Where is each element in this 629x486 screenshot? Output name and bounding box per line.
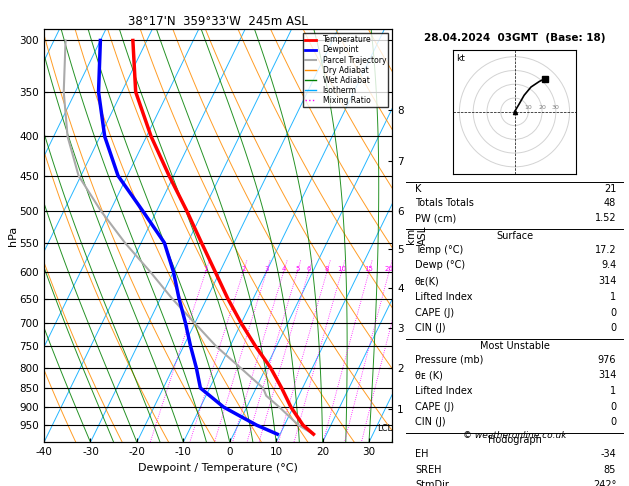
Text: 0: 0 — [610, 402, 616, 412]
Text: CAPE (J): CAPE (J) — [415, 402, 454, 412]
Text: Lifted Index: Lifted Index — [415, 386, 472, 396]
Text: CAPE (J): CAPE (J) — [415, 308, 454, 317]
Text: Pressure (mb): Pressure (mb) — [415, 355, 483, 364]
Text: 21: 21 — [604, 184, 616, 194]
Text: StmDir: StmDir — [415, 480, 449, 486]
Text: 0: 0 — [610, 323, 616, 333]
Text: Dewp (°C): Dewp (°C) — [415, 260, 465, 271]
Text: -34: -34 — [601, 449, 616, 459]
Text: 48: 48 — [604, 198, 616, 208]
Text: 85: 85 — [604, 465, 616, 474]
Text: CIN (J): CIN (J) — [415, 323, 445, 333]
Text: 28.04.2024  03GMT  (Base: 18): 28.04.2024 03GMT (Base: 18) — [424, 34, 605, 43]
Text: 10: 10 — [337, 266, 346, 272]
X-axis label: Dewpoint / Temperature (°C): Dewpoint / Temperature (°C) — [138, 463, 298, 473]
Text: 242°: 242° — [593, 480, 616, 486]
Text: 15: 15 — [365, 266, 374, 272]
Text: 314: 314 — [598, 370, 616, 381]
Legend: Temperature, Dewpoint, Parcel Trajectory, Dry Adiabat, Wet Adiabat, Isotherm, Mi: Temperature, Dewpoint, Parcel Trajectory… — [303, 33, 388, 107]
Text: Hodograph: Hodograph — [487, 435, 542, 445]
Y-axis label: km
ASL: km ASL — [406, 226, 428, 245]
Text: 9.4: 9.4 — [601, 260, 616, 271]
Text: 976: 976 — [598, 355, 616, 364]
Text: 6: 6 — [306, 266, 311, 272]
Text: 3: 3 — [264, 266, 269, 272]
Text: θᴇ(K): θᴇ(K) — [415, 276, 440, 286]
Text: Most Unstable: Most Unstable — [479, 341, 550, 351]
Text: 0: 0 — [610, 308, 616, 317]
Text: 4: 4 — [281, 266, 286, 272]
Text: 1.52: 1.52 — [594, 213, 616, 224]
Text: SREH: SREH — [415, 465, 442, 474]
Text: EH: EH — [415, 449, 428, 459]
Text: © weatheronline.co.uk: © weatheronline.co.uk — [463, 431, 566, 440]
Text: 20: 20 — [384, 266, 394, 272]
Text: 1: 1 — [203, 266, 208, 272]
Text: Totals Totals: Totals Totals — [415, 198, 474, 208]
Text: CIN (J): CIN (J) — [415, 417, 445, 428]
Text: θᴇ (K): θᴇ (K) — [415, 370, 443, 381]
Text: Lifted Index: Lifted Index — [415, 292, 472, 302]
Text: 1: 1 — [610, 292, 616, 302]
Text: 1: 1 — [610, 386, 616, 396]
Text: PW (cm): PW (cm) — [415, 213, 456, 224]
Text: LCL: LCL — [377, 424, 392, 433]
Y-axis label: hPa: hPa — [8, 226, 18, 246]
Text: K: K — [415, 184, 421, 194]
Text: Temp (°C): Temp (°C) — [415, 245, 463, 255]
Text: 8: 8 — [325, 266, 329, 272]
Text: 5: 5 — [295, 266, 299, 272]
Text: Surface: Surface — [496, 231, 533, 241]
Text: 0: 0 — [610, 417, 616, 428]
Text: 17.2: 17.2 — [594, 245, 616, 255]
Text: 2: 2 — [241, 266, 245, 272]
Text: 314: 314 — [598, 276, 616, 286]
Title: 38°17'N  359°33'W  245m ASL: 38°17'N 359°33'W 245m ASL — [128, 15, 308, 28]
